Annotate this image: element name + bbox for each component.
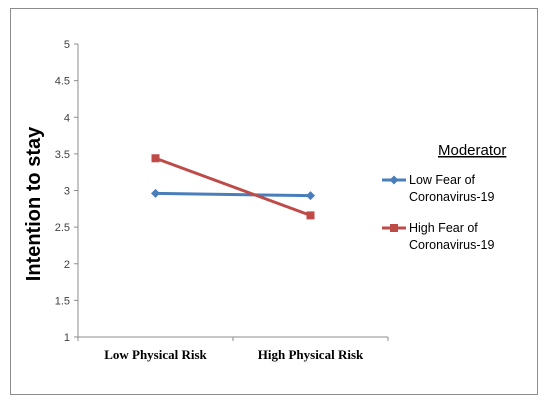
y-tick-label: 4 xyxy=(64,112,70,124)
legend-label: Coronavirus-19 xyxy=(409,238,495,252)
data-point xyxy=(151,154,160,163)
data-point xyxy=(306,191,315,201)
legend-label: Coronavirus-19 xyxy=(409,190,495,204)
y-tick-label: 2.5 xyxy=(55,222,70,234)
legend-label: High Fear of xyxy=(409,221,478,235)
y-tick-label: 2 xyxy=(64,259,70,271)
legend-title: Moderator xyxy=(438,142,506,159)
y-tick-label: 3 xyxy=(64,186,70,198)
y-tick-label: 5 xyxy=(64,39,70,51)
legend-swatch-marker xyxy=(389,175,399,185)
y-axis-label: Intention to stay xyxy=(23,126,45,281)
y-tick-label: 4.5 xyxy=(55,76,70,88)
data-point xyxy=(151,188,160,198)
y-tick-label: 1.5 xyxy=(55,295,70,307)
legend-swatch-marker xyxy=(390,224,398,232)
series-line-1 xyxy=(155,191,311,198)
y-tick-label: 1 xyxy=(64,332,70,344)
legend: Moderator Low Fear of Coronavirus-19 High … xyxy=(382,142,506,252)
x-categories: Low Physical Risk High Physical Risk xyxy=(77,337,389,362)
x-category-label: Low Physical Risk xyxy=(104,347,207,362)
x-category-label: High Physical Risk xyxy=(258,347,364,362)
y-ticks: 1 1.5 2 2.5 3 3.5 4 4.5 5 xyxy=(55,39,78,344)
y-tick-label: 3.5 xyxy=(55,149,70,161)
series-line-2 xyxy=(154,156,312,217)
series-group xyxy=(151,154,315,220)
data-point xyxy=(306,211,315,220)
legend-label: Low Fear of xyxy=(409,173,476,187)
